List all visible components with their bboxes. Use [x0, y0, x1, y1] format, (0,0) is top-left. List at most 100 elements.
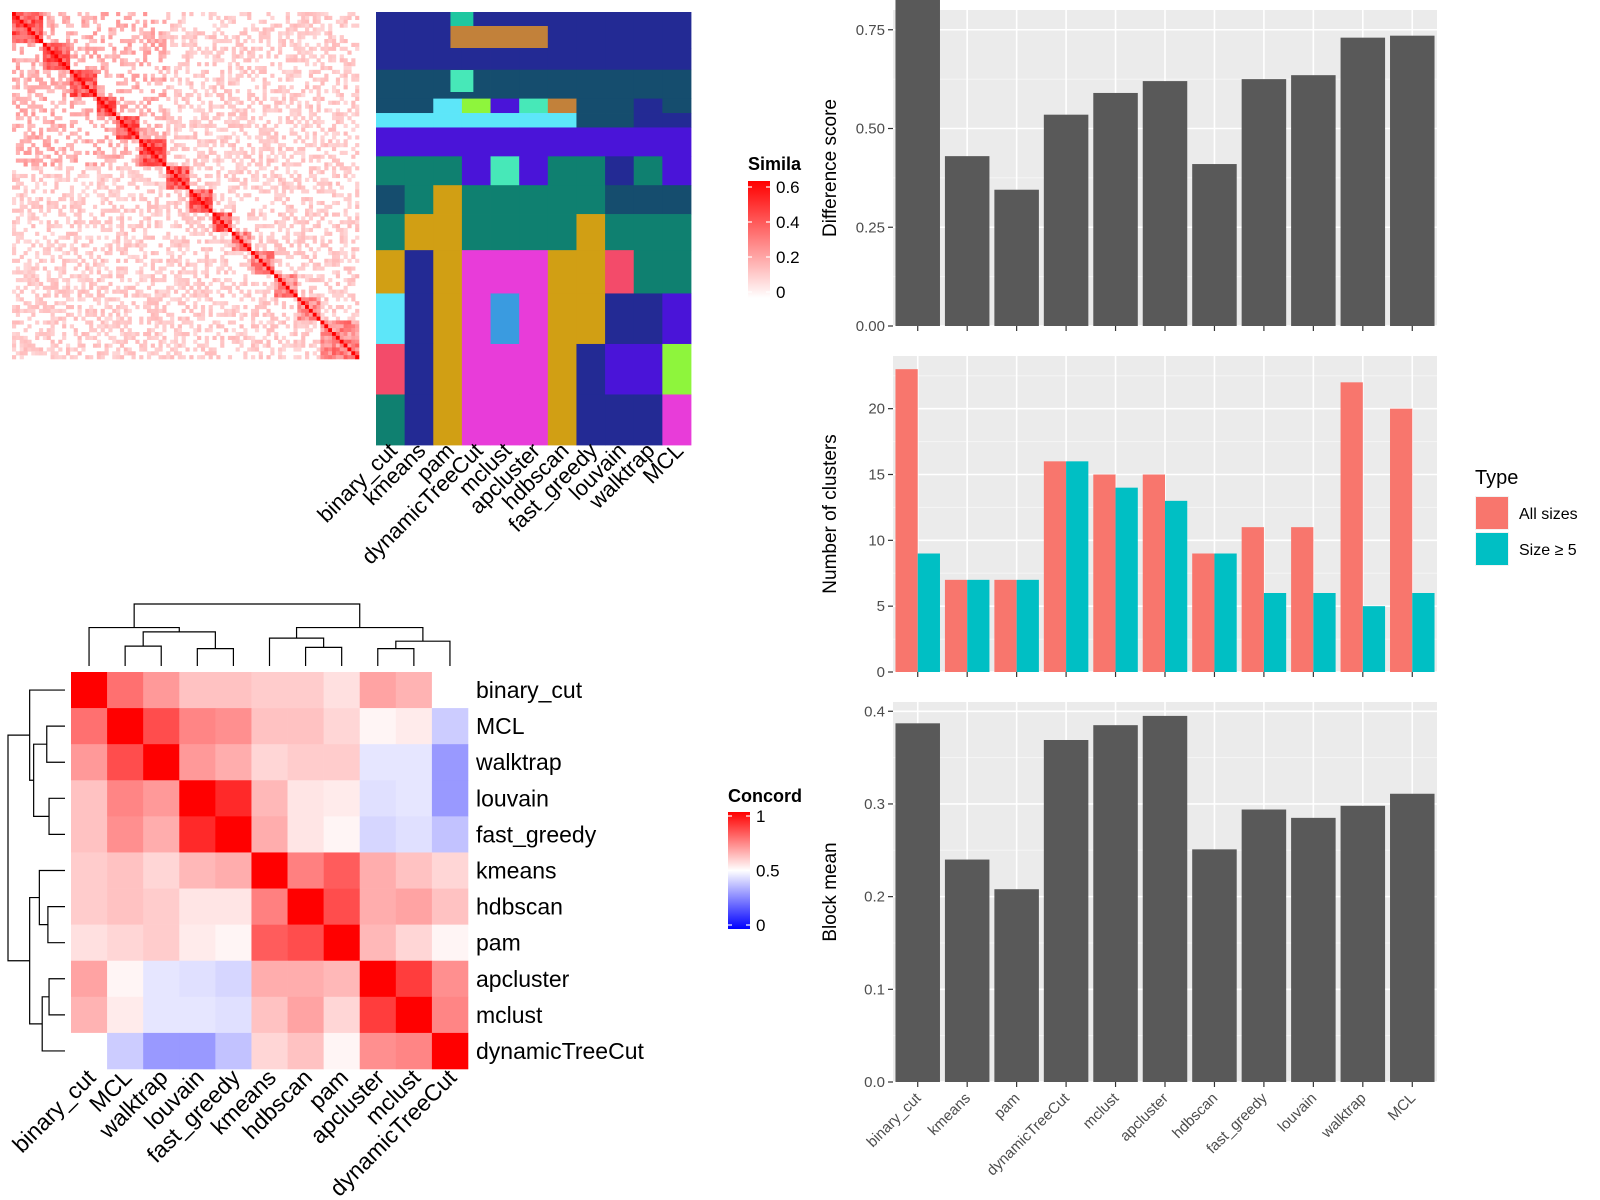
similarity-cell [355, 42, 360, 47]
similarity-cell [328, 258, 333, 263]
similarity-cell [351, 266, 356, 271]
similarity-cell [332, 343, 337, 348]
type-legend-title: Type [1475, 467, 1518, 489]
similarity-cell [166, 112, 171, 117]
similarity-cell [35, 69, 40, 74]
concordance-cell [431, 672, 469, 709]
similarity-cell [270, 185, 275, 190]
similarity-cell [42, 154, 47, 159]
membership-cell [662, 12, 692, 49]
similarity-cell [266, 308, 271, 314]
similarity-cell [351, 278, 356, 283]
similarity-cell [316, 166, 321, 171]
membership-cell [547, 394, 577, 446]
similarity-cell [262, 96, 267, 101]
similarity-cell [89, 285, 94, 290]
dendrogram-branch [268, 637, 325, 666]
similarity-cell [231, 119, 236, 125]
similarity-cell [42, 46, 47, 51]
similarity-cell [100, 108, 105, 113]
bar-all-sizes [1192, 553, 1215, 672]
similarity-cell [251, 116, 256, 121]
similarity-cell [85, 42, 90, 47]
similarity-cell [23, 274, 28, 279]
similarity-cell [316, 308, 321, 314]
similarity-cell [73, 316, 78, 321]
membership-cell [376, 394, 406, 446]
similarity-cell [81, 297, 86, 302]
similarity-cell [254, 339, 260, 344]
similarity-cell [27, 150, 32, 155]
similarity-cell [154, 123, 159, 128]
similarity-cell [100, 100, 105, 105]
similarity-cell [347, 258, 352, 263]
similarity-cell [351, 339, 356, 344]
similarity-cell [119, 332, 125, 337]
membership-cell [547, 69, 577, 99]
similarity-cell [208, 262, 213, 267]
similarity-cell [73, 92, 78, 98]
similarity-cell [216, 50, 221, 55]
similarity-cell [139, 38, 144, 44]
similarity-cell [200, 154, 206, 159]
similarity-cell [62, 92, 67, 98]
similarity-cell [297, 251, 302, 256]
similarity-cell [312, 12, 317, 17]
membership-cell [547, 293, 577, 345]
similarity-cell [131, 65, 136, 71]
similarity-cell [42, 308, 47, 314]
similarity-cell [54, 289, 59, 294]
similarity-cell [77, 85, 82, 90]
similarity-cell [204, 154, 209, 159]
similarity-cell [328, 285, 333, 290]
similarity-cell [235, 154, 240, 159]
similarity-cell [343, 332, 348, 337]
similarity-cell [127, 135, 132, 140]
similarity-cell [301, 343, 306, 348]
similarity-cell [270, 46, 275, 51]
similarity-cell [328, 289, 333, 294]
concordance-cell [431, 708, 469, 745]
bar-all-sizes [944, 579, 968, 672]
similarity-cell [301, 158, 306, 163]
similarity-cell [297, 12, 302, 17]
similarity-cell [254, 65, 260, 71]
similarity-cell [104, 343, 109, 348]
similarity-cell [220, 227, 225, 233]
similarity-cell [193, 89, 198, 94]
similarity-cell [77, 297, 82, 302]
similarity-cell [170, 239, 175, 244]
similarity-cell [305, 100, 310, 105]
similarity-cell [54, 185, 59, 190]
similarity-cell [293, 112, 298, 117]
similarity-cell [139, 197, 144, 202]
similarity-cell [332, 339, 337, 344]
similarity-cell [297, 150, 302, 155]
similarity-cell [235, 73, 240, 78]
similarity-cell [274, 189, 279, 194]
similarity-cell [123, 50, 128, 55]
similarity-cell [193, 38, 198, 44]
similarity-cell [251, 177, 256, 182]
similarity-cell [281, 135, 287, 140]
similarity-cell [247, 216, 252, 221]
similarity-cell [100, 212, 105, 217]
similarity-cell [31, 135, 36, 140]
similarity-cell [19, 231, 24, 236]
similarity-cell [38, 108, 44, 113]
similarity-cell [239, 127, 244, 132]
membership-cell [490, 214, 520, 251]
similarity-cell [42, 162, 47, 167]
similarity-cell [58, 65, 63, 71]
similarity-cell [15, 193, 21, 198]
bar-size-5 [1016, 579, 1039, 672]
similarity-cell [19, 254, 24, 260]
similarity-cell [335, 254, 341, 260]
similarity-cell [339, 289, 344, 294]
similarity-cell [197, 166, 202, 171]
similarity-cell [170, 77, 175, 82]
similarity-cell [104, 316, 109, 321]
similarity-cell [297, 347, 302, 352]
concordance-cell [71, 708, 108, 745]
similarity-cell [332, 351, 337, 356]
